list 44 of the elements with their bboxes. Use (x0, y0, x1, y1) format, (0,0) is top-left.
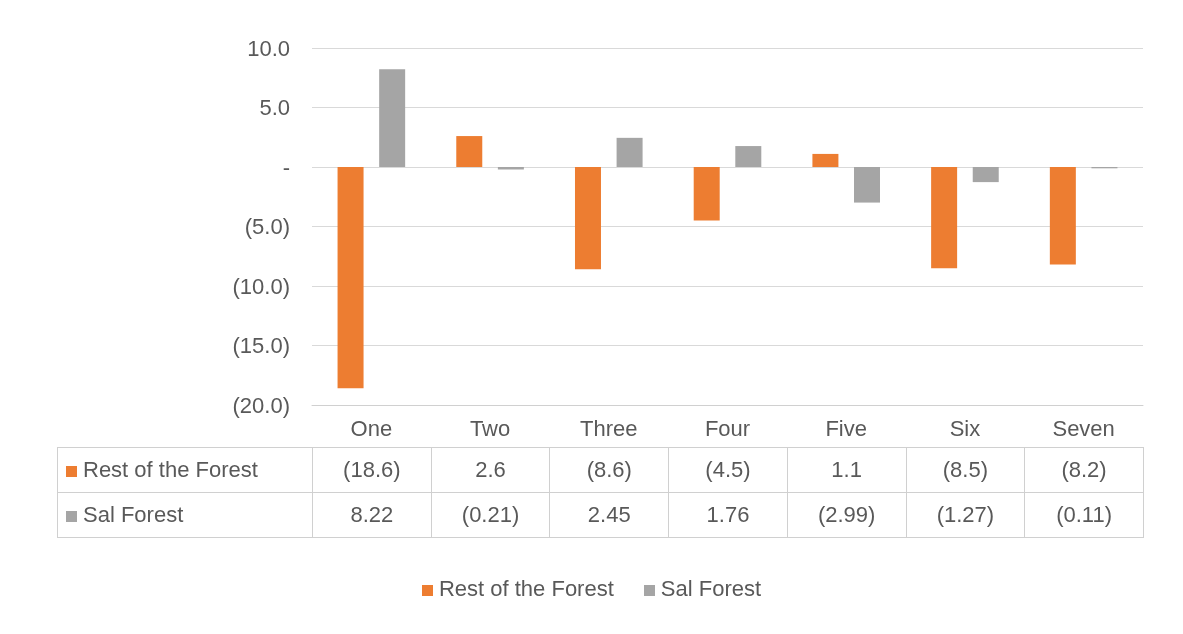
data-label: (8.6) (549, 447, 669, 493)
bar (972, 167, 999, 183)
bar (812, 153, 839, 167)
y-tick-label: (5.0) (244, 214, 290, 239)
data-label: 1.1 (787, 447, 907, 493)
bar (1049, 167, 1076, 265)
legend-label: Rest of the Forest (57, 447, 313, 493)
x-tick-label: One (350, 415, 393, 441)
data-label: (18.6) (312, 447, 432, 493)
x-tick-label: Three (580, 415, 638, 441)
x-tick-label: Five (825, 415, 867, 441)
bar (854, 167, 881, 203)
x-tick-label: Seven (1052, 415, 1115, 441)
data-label: (1.27) (906, 492, 1025, 538)
data-label: 1.76 (668, 492, 788, 538)
y-tick-label: (15.0) (232, 333, 290, 358)
bar (574, 167, 601, 270)
data-label: 8.22 (312, 492, 432, 538)
y-tick-label: 5.0 (259, 95, 290, 120)
data-label: (0.11) (1024, 492, 1144, 538)
data-label: (4.5) (668, 447, 788, 493)
y-tick-label: (20.0) (232, 392, 290, 418)
text: Sal Forest (660, 576, 762, 601)
bar (616, 137, 643, 167)
data-label: 2.45 (549, 492, 669, 538)
x-tick-label: Four (704, 415, 751, 441)
bar (931, 167, 958, 269)
y-tick-label: 10.0 (247, 35, 290, 61)
y-tick-label: (10.0) (232, 273, 290, 299)
x-tick-label: Two (469, 415, 511, 441)
data-label: (2.99) (787, 492, 907, 538)
data-label: 2.6 (431, 447, 550, 493)
bar (693, 167, 720, 221)
x-tick-label: Six (949, 415, 981, 441)
bar (735, 146, 762, 167)
data-label: (8.5) (906, 447, 1025, 493)
legend-label: Sal Forest (57, 492, 313, 538)
y-tick-label: - (282, 154, 290, 180)
text: Rest of the Forest (438, 576, 614, 601)
bar (456, 136, 483, 167)
data-label: (0.21) (431, 492, 550, 538)
data-label: (8.2) (1024, 447, 1144, 493)
bar (337, 167, 364, 389)
bar (379, 69, 406, 167)
